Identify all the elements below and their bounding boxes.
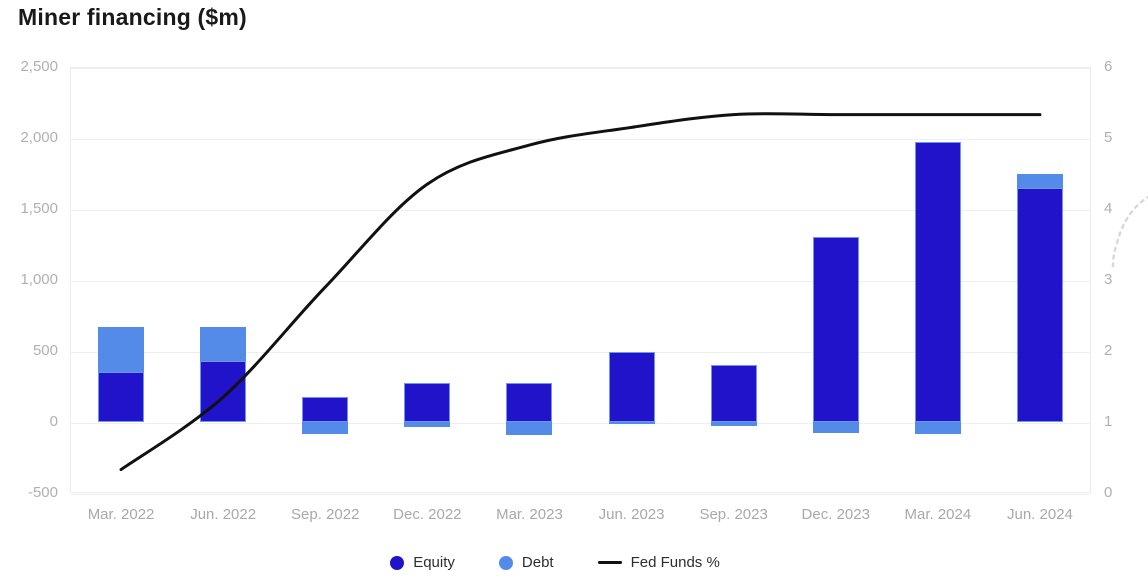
left-axis-tick: 500 [32,342,58,359]
left-axis-tick: 1,500 [20,200,58,217]
bar-equity-Jun. 2023[interactable] [608,351,655,422]
left-axis-tick: 2,000 [20,129,58,146]
bar-debt-Mar. 2024[interactable] [914,422,961,435]
bar-debt-Dec. 2023[interactable] [812,422,859,434]
bar-debt-Mar. 2022[interactable] [98,326,145,372]
left-axis-tick: -500 [27,484,58,501]
bar-equity-Jun. 2022[interactable] [200,360,247,422]
x-axis-tick: Mar. 2023 [496,506,563,523]
right-axis-tick: 6 [1104,58,1113,75]
page-title: Miner financing ($m) [18,4,247,30]
left-axis-tick: 0 [49,413,58,430]
fed-funds-line-icon [597,561,622,564]
debt-dot-icon [498,555,513,570]
legend: Equity Debt Fed Funds % [0,554,1110,571]
bar-equity-Sep. 2022[interactable] [302,397,349,422]
bar-equity-Dec. 2022[interactable] [404,382,451,422]
right-axis-tick: 5 [1104,129,1113,146]
bar-equity-Jun. 2024[interactable] [1016,187,1063,422]
right-axis-tick: 1 [1104,413,1113,430]
bar-debt-Dec. 2022[interactable] [404,422,451,427]
x-axis-tick: Jun. 2024 [1006,506,1073,523]
right-axis-tick: 3 [1104,271,1113,288]
right-axis-tick: 2 [1104,342,1113,359]
legend-item-debt[interactable]: Debt [498,554,554,571]
bar-debt-Jun. 2023[interactable] [608,422,655,424]
bar-debt-Mar. 2023[interactable] [506,422,553,435]
legend-item-fed-funds[interactable]: Fed Funds % [597,554,720,571]
x-axis-tick: Dec. 2022 [393,506,462,523]
x-axis-tick: Mar. 2024 [904,506,972,523]
gridline--500 [71,494,1090,495]
legend-item-equity[interactable]: Equity [390,554,455,571]
bar-debt-Sep. 2023[interactable] [710,422,757,427]
equity-dot-icon [390,555,405,570]
legend-fed-funds-label: Fed Funds % [630,554,720,571]
gridline-2000 [71,139,1090,140]
bar-debt-Jun. 2022[interactable] [200,326,247,361]
x-axis-tick: Dec. 2023 [801,506,870,523]
gridline-2500 [71,68,1090,69]
x-axis-tick: Mar. 2022 [87,506,155,523]
bar-debt-Jun. 2024[interactable] [1016,173,1063,188]
bar-equity-Dec. 2023[interactable] [812,237,859,422]
bar-debt-Sep. 2022[interactable] [302,422,349,435]
bar-equity-Sep. 2023[interactable] [710,365,757,422]
bar-equity-Mar. 2022[interactable] [98,371,145,422]
right-axis-tick: 0 [1104,484,1113,501]
legend-debt-label: Debt [521,554,554,571]
right-axis-tick: 4 [1104,200,1113,217]
x-axis-tick: Sep. 2023 [699,506,768,523]
x-axis-tick: Sep. 2022 [291,506,360,523]
x-axis-tick: Jun. 2022 [190,506,257,523]
left-axis-tick: 2,500 [20,58,58,75]
bar-equity-Mar. 2024[interactable] [914,141,961,422]
left-axis-tick: 1,000 [20,271,58,288]
x-axis-tick: Jun. 2023 [598,506,665,523]
bar-equity-Mar. 2023[interactable] [506,382,553,422]
legend-equity-label: Equity [413,554,455,571]
